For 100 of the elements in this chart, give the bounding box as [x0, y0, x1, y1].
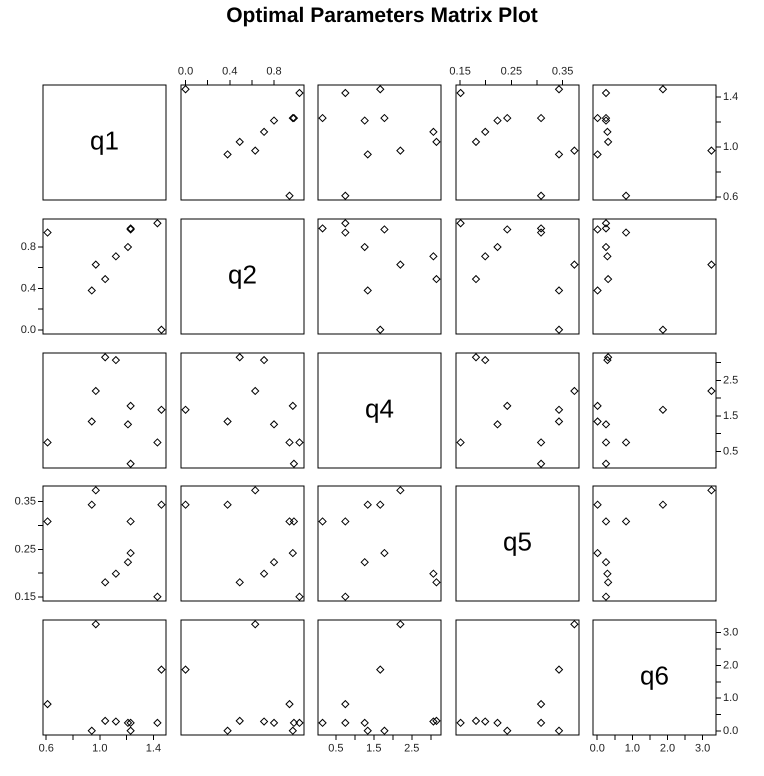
- point: [429, 570, 438, 578]
- point: [502, 114, 511, 122]
- point: [376, 501, 384, 510]
- point: [288, 726, 296, 735]
- point: [124, 719, 132, 728]
- annotation: q6: [640, 660, 669, 691]
- point: [536, 114, 545, 122]
- point: [364, 150, 372, 158]
- point: [380, 726, 388, 735]
- point: [44, 518, 52, 526]
- y-tick-label: 1.0: [723, 692, 738, 704]
- point: [429, 252, 438, 260]
- point: [318, 224, 327, 232]
- point: [44, 700, 52, 708]
- point: [92, 260, 100, 268]
- point: [223, 726, 232, 735]
- point: [341, 89, 350, 98]
- point: [360, 242, 369, 251]
- point: [250, 620, 259, 628]
- y-tick-label: 0.25: [14, 544, 36, 556]
- point: [270, 116, 278, 125]
- point: [288, 401, 296, 410]
- point: [341, 228, 350, 236]
- point: [622, 518, 630, 526]
- point: [604, 352, 612, 361]
- point: [493, 420, 502, 428]
- point: [101, 578, 110, 587]
- point: [603, 356, 612, 364]
- point: [360, 558, 369, 567]
- point: [126, 518, 135, 526]
- point: [250, 486, 259, 495]
- x-tick-label: 0.0: [177, 65, 193, 78]
- point: [594, 225, 602, 234]
- point: [153, 719, 162, 728]
- point: [604, 578, 612, 587]
- point: [380, 549, 388, 558]
- x-tick-label: 1.0: [92, 742, 108, 755]
- point: [602, 593, 610, 602]
- point: [364, 726, 372, 735]
- point: [471, 352, 480, 361]
- point: [594, 501, 602, 510]
- point: [260, 718, 268, 726]
- point: [157, 666, 166, 674]
- point: [554, 666, 563, 674]
- point: [480, 252, 489, 260]
- point: [602, 116, 610, 125]
- point: [126, 726, 135, 735]
- point: [603, 128, 612, 136]
- x-tick-label: 2.0: [660, 742, 676, 755]
- point: [396, 486, 404, 495]
- point: [341, 593, 350, 602]
- y-tick-label: 1.5: [723, 409, 738, 422]
- point: [570, 620, 578, 628]
- point: [432, 274, 440, 283]
- point: [235, 138, 244, 146]
- point: [285, 192, 294, 200]
- point: [341, 518, 350, 526]
- point: [341, 219, 350, 228]
- point: [429, 718, 438, 726]
- point: [112, 718, 120, 726]
- point: [622, 438, 630, 446]
- y-tick-label: 1.0: [723, 140, 738, 153]
- point: [380, 225, 388, 234]
- point: [594, 114, 602, 122]
- point: [341, 700, 350, 708]
- point: [260, 570, 268, 578]
- point: [88, 726, 96, 735]
- point: [554, 85, 563, 94]
- point: [602, 219, 610, 228]
- point: [502, 401, 511, 410]
- text: q4: [365, 393, 394, 424]
- x-tick-label: 0.25: [500, 65, 522, 78]
- point: [92, 486, 100, 495]
- point: [260, 356, 268, 364]
- point: [289, 459, 298, 468]
- point: [554, 326, 563, 334]
- point: [707, 260, 716, 268]
- point: [432, 578, 440, 587]
- point: [341, 719, 350, 728]
- point: [502, 225, 511, 234]
- point: [536, 719, 545, 728]
- point: [536, 459, 545, 468]
- point: [126, 719, 135, 728]
- point: [153, 438, 162, 446]
- y-tick-label: 0.0: [723, 725, 738, 738]
- point: [88, 417, 96, 426]
- point: [536, 224, 545, 232]
- point: [294, 438, 303, 446]
- point: [157, 326, 166, 334]
- point: [602, 518, 610, 526]
- point: [181, 405, 190, 414]
- point: [658, 326, 667, 334]
- point: [602, 89, 610, 98]
- y-tick-label: 2.5: [723, 374, 738, 386]
- x-tick-label: 1.4: [146, 742, 162, 755]
- text: q1: [90, 126, 119, 156]
- point: [429, 128, 438, 136]
- x-tick-label: 0.0: [590, 742, 605, 755]
- point: [223, 150, 232, 158]
- x-tick-label: 2.5: [404, 742, 420, 755]
